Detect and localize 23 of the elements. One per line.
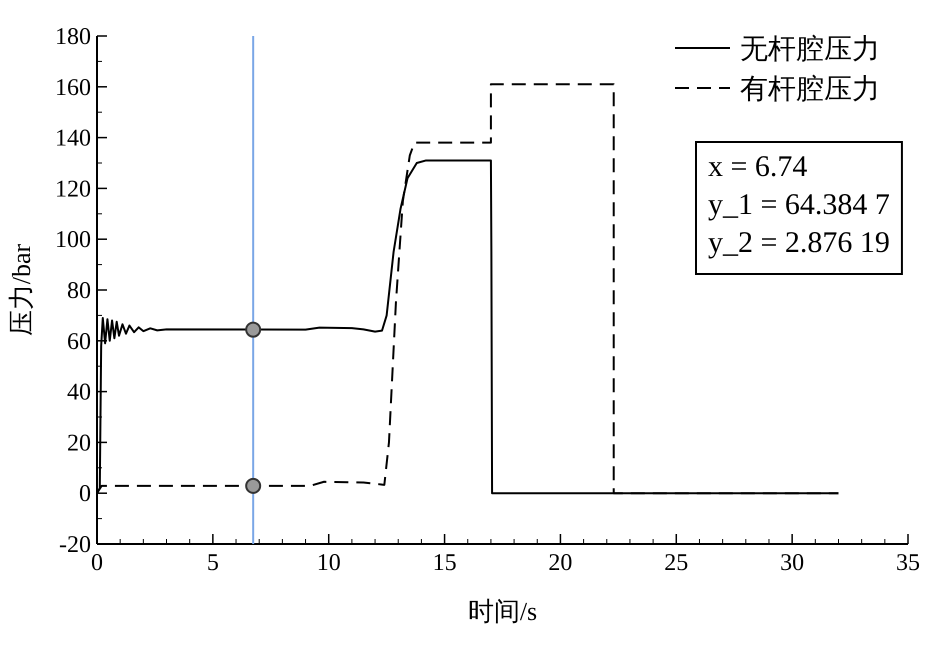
- y-tick-label: 180: [55, 24, 91, 50]
- y-tick-label: 60: [67, 328, 91, 355]
- y-tick-label: 0: [79, 481, 91, 508]
- x-tick-label: 5: [206, 550, 219, 576]
- y-tick-label: 40: [67, 380, 91, 406]
- x-tick-label: 25: [664, 550, 688, 576]
- x-axis-title: 时间/s: [468, 597, 538, 626]
- x-tick-label: 35: [896, 550, 920, 576]
- legend-label: 无杆腔压力: [740, 34, 880, 65]
- annotation: x = 6.74 y_1 = 64.384 7 y_2 = 2.876 19: [708, 150, 890, 259]
- y-tick-label: 100: [55, 227, 91, 254]
- x-tick-label: 30: [780, 550, 804, 576]
- y-tick-label: 20: [67, 430, 91, 456]
- y-tick-label: 80: [67, 278, 91, 304]
- x-tick-label: 20: [548, 550, 572, 576]
- x-tick-label: 15: [432, 550, 457, 576]
- y-tick-label: 120: [55, 176, 91, 202]
- y-tick-label: -20: [59, 532, 91, 558]
- y-tick-label: 140: [55, 126, 91, 152]
- x-tick-label: 10: [316, 550, 341, 576]
- legend-label: 有杆腔压力: [740, 74, 880, 105]
- y-tick-label: 160: [55, 74, 91, 101]
- y-axis-title: 压力/bar: [7, 243, 36, 336]
